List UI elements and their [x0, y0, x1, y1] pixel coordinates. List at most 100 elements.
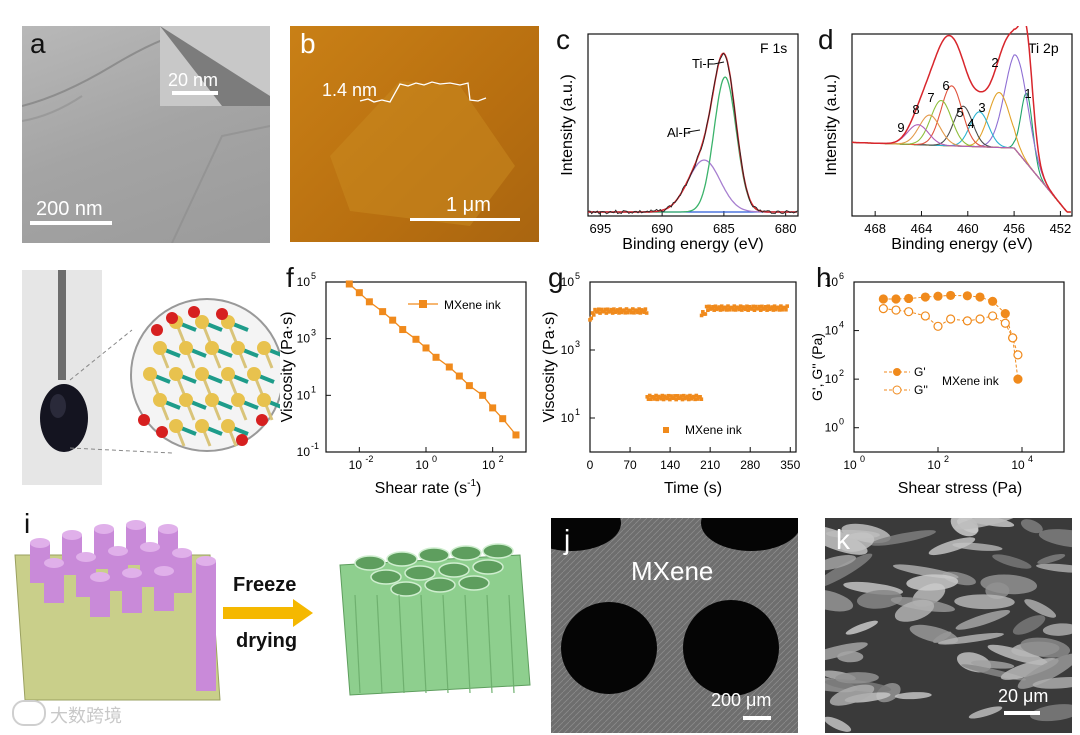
panel-k-sheet — [1017, 653, 1072, 689]
panel-a-inset-scalebar — [172, 91, 218, 95]
panel-h-legend-g1: G' — [914, 365, 926, 379]
panel-k-sheet — [1037, 553, 1066, 564]
panel-i-cylinder — [122, 573, 142, 613]
panel-g-point — [738, 304, 743, 308]
panel-g-point — [623, 310, 628, 315]
panel-g-point — [756, 306, 761, 311]
panel-f-point — [345, 280, 353, 288]
panel-e-ti-atom — [257, 393, 271, 407]
panel-i-cylinder-top — [108, 546, 128, 556]
panel-label-b: b — [300, 28, 316, 59]
panel-g-point — [733, 308, 738, 312]
panel-f-point — [499, 415, 507, 423]
panel-c-xtick-label: 690 — [651, 221, 673, 236]
panel-f-point — [412, 335, 420, 343]
panel-h-xlabel: Shear stress (Pa) — [898, 480, 1022, 497]
panel-h-point-g1 — [988, 296, 998, 306]
panel-k-sheet — [928, 537, 976, 556]
panel-d-xlabel: Binding energy (eV) — [891, 236, 1032, 253]
panel-g-point — [706, 308, 710, 312]
panel-g-series — [588, 304, 789, 402]
panel-d-peak-label-5: 5 — [956, 105, 963, 120]
panel-i-cylinder-top — [44, 558, 64, 568]
panel-g-point — [642, 310, 646, 314]
panel-i-arrow-top: Freeze — [233, 574, 297, 596]
panel-h-point-g1 — [946, 290, 956, 301]
panel-b-height-text: 1.4 nm — [322, 80, 378, 100]
ytick-label: 10 — [297, 445, 311, 459]
panel-g-point — [743, 307, 748, 312]
panel-c-xlabel: Binding energy (eV) — [622, 236, 763, 253]
panel-i-wall — [398, 594, 405, 694]
ytick-exp: 4 — [839, 320, 844, 330]
panel-k-sheet — [825, 716, 852, 732]
panel-i-pore — [404, 565, 436, 581]
panel-k-sheet — [906, 574, 959, 591]
panel-i-freeze-arrow — [223, 599, 313, 627]
panel-h-point-g2 — [920, 311, 930, 321]
panel-f-ylabel: Viscosity (Pa·s) — [279, 312, 296, 423]
panel-g-point — [723, 305, 728, 310]
panel-b-afm-image — [290, 26, 539, 242]
panel-e-ti-atom — [195, 419, 209, 433]
panel-i-wall — [464, 594, 471, 694]
panel-g-point — [599, 307, 604, 312]
panel-k-sheet — [835, 672, 879, 684]
panel-e-ti-atom — [221, 419, 235, 433]
panel-e-o-atom — [138, 414, 150, 426]
panel-i-cylinder-top — [122, 568, 142, 578]
panel-h-series — [878, 290, 1023, 384]
panel-g-point — [750, 307, 754, 311]
panel-g-point — [604, 311, 609, 315]
panel-g-point — [740, 308, 744, 312]
panel-h-legend-g2: G'' — [914, 383, 928, 397]
panel-i-cylinder — [196, 561, 216, 691]
panel-g-point — [777, 308, 782, 312]
panel-label-a: a — [30, 28, 46, 59]
panel-j-title: MXene — [631, 556, 714, 586]
panel-e-o-atom — [256, 414, 268, 426]
panel-g-point — [753, 304, 758, 309]
ytick-exp: 3 — [575, 339, 580, 349]
panel-k-sheet — [894, 692, 932, 700]
panel-k-sheet — [1020, 637, 1071, 658]
panel-i-arrow-bottom: drying — [236, 630, 298, 652]
panel-h-point-g1 — [891, 294, 901, 304]
panel-h-point-g2 — [1008, 333, 1018, 343]
panel-g-point — [727, 307, 732, 312]
xtick-label: 10 — [843, 458, 857, 472]
panel-g-xlabel: Time (s) — [664, 480, 722, 497]
panel-g-point — [661, 397, 666, 402]
panel-f-point — [455, 372, 463, 380]
panel-k-sheet — [825, 553, 873, 589]
xtick-exp: 2 — [944, 454, 949, 464]
panel-c-xtick-label: 685 — [713, 221, 735, 236]
panel-e-spatula — [58, 270, 66, 380]
panel-a-sheet-edges — [21, 26, 271, 244]
panel-k-sheet — [909, 624, 959, 644]
panel-c-tif-component — [588, 76, 797, 213]
panel-b-height-profile — [359, 81, 487, 103]
panel-g-point — [609, 307, 614, 312]
ytick-label: 10 — [561, 411, 575, 425]
panel-d-ylabel: Intensity (a.u.) — [823, 74, 840, 175]
panel-g-point — [602, 309, 606, 314]
panel-h-point-g1 — [1000, 308, 1010, 319]
panel-i-pore — [472, 559, 504, 575]
xtick-exp: 0 — [860, 454, 865, 464]
panel-f-xlabel: Shear rate (s-1) — [375, 478, 482, 497]
panel-g-point — [636, 310, 640, 315]
panel-c-alf-component — [588, 159, 797, 213]
panel-d-peak-label-3: 3 — [978, 100, 985, 115]
panel-g-point — [785, 304, 789, 308]
panel-e-ti-atom — [205, 393, 219, 407]
panel-g-point — [646, 397, 651, 401]
panel-d-xtick-label: 464 — [911, 221, 933, 236]
panel-i-cylinder-top — [158, 524, 178, 534]
panel-g-point — [665, 396, 670, 401]
ytick-exp: 5 — [575, 271, 580, 281]
panel-f-point — [389, 316, 397, 324]
panel-k-sem-image — [825, 518, 1072, 733]
ytick-label: 10 — [825, 275, 839, 289]
panel-i-cylinder-top — [196, 556, 216, 566]
